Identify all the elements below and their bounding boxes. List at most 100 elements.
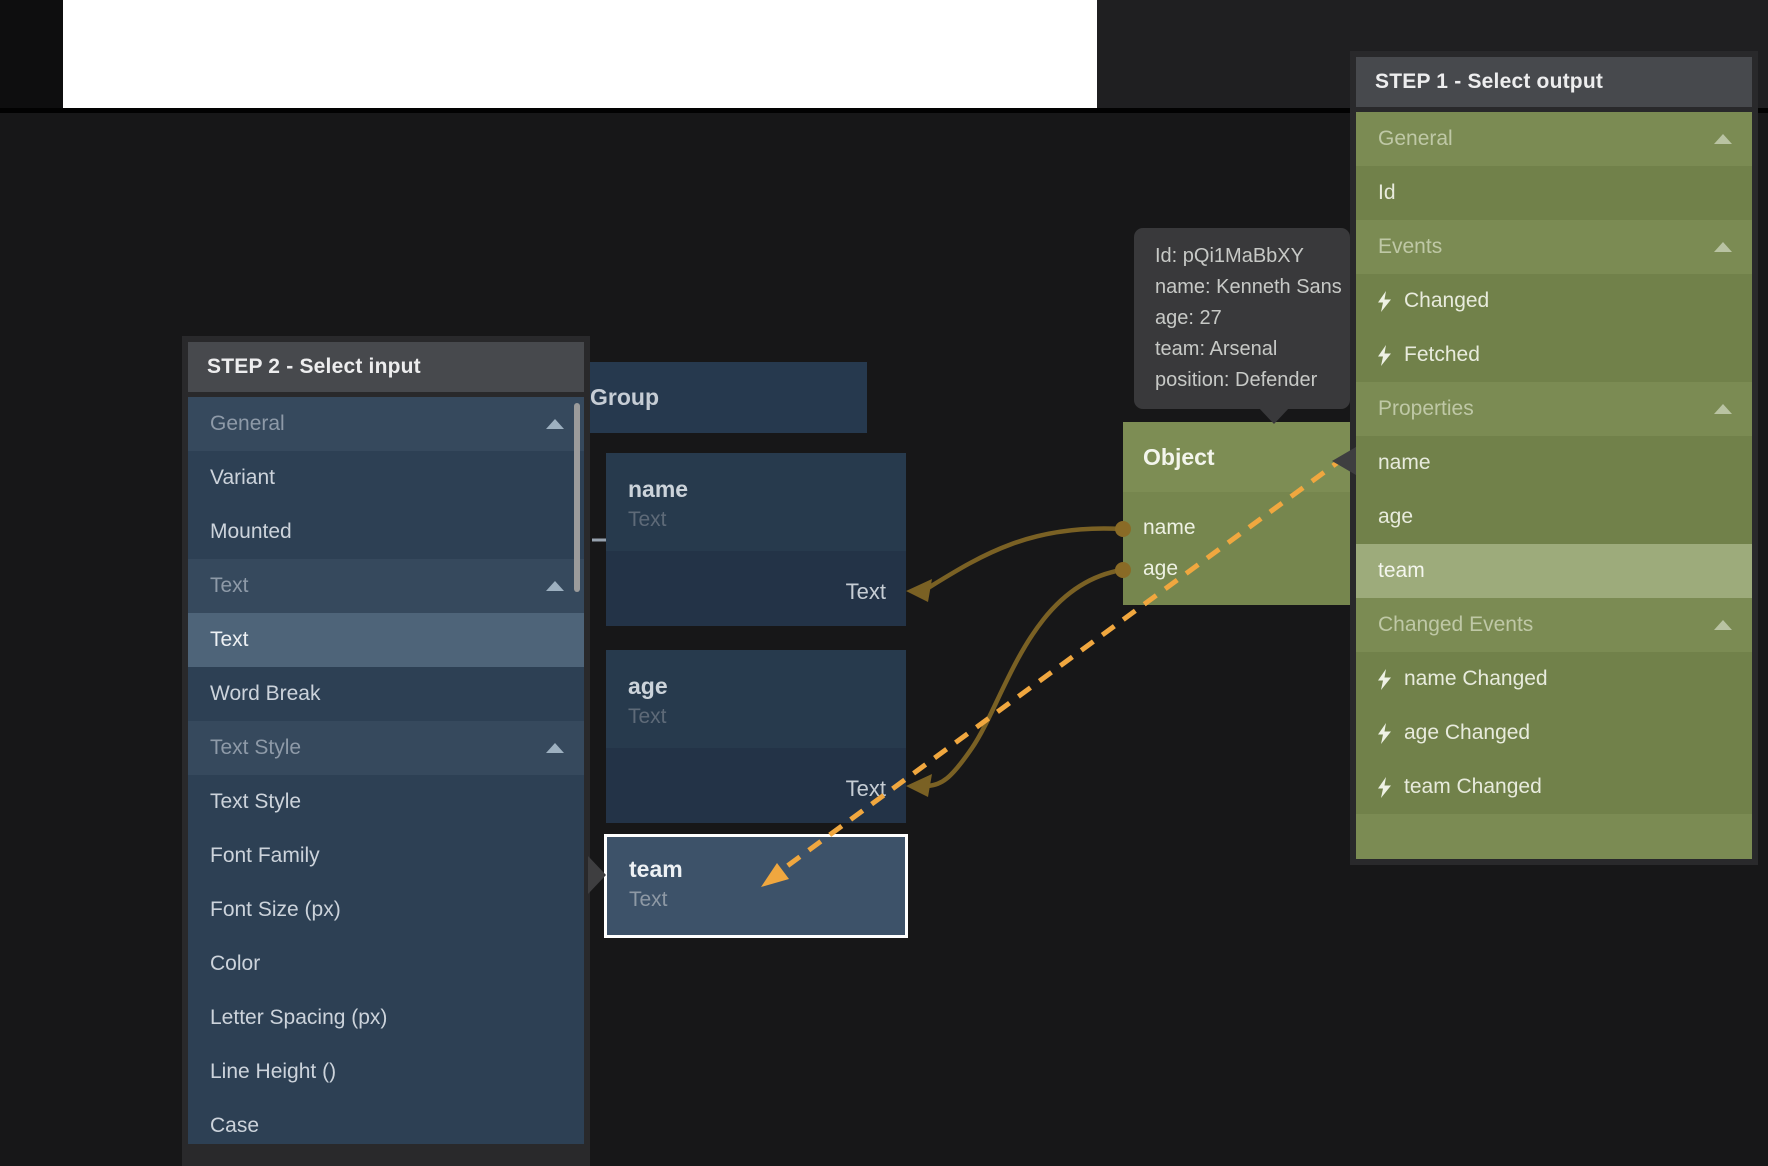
node-name-text-header: name Text — [606, 453, 906, 551]
node-age-text-input-label[interactable]: Text — [845, 776, 886, 801]
step1-option-name-changed[interactable]: name Changed — [1356, 652, 1752, 706]
top-left-strip — [0, 0, 63, 108]
step2-option-font-size-px[interactable]: Font Size (px) — [188, 883, 584, 937]
chevron-up-icon[interactable] — [1714, 620, 1732, 630]
object-port-name-dot[interactable] — [1115, 521, 1131, 537]
step1-item-label: Events — [1378, 235, 1443, 258]
step1-option-changed[interactable]: Changed — [1356, 274, 1752, 328]
step1-panel-title: STEP 1 - Select output — [1356, 57, 1752, 107]
lightning-icon — [1378, 344, 1391, 366]
step1-item-label: Changed Events — [1378, 613, 1534, 636]
step1-item-label: name — [1378, 451, 1431, 474]
node-team-text-type: Text — [629, 888, 668, 911]
node-age-text-header: age Text — [606, 650, 906, 748]
step1-option-age[interactable]: age — [1356, 490, 1752, 544]
step1-item-label: team Changed — [1404, 775, 1542, 798]
step1-item-label: age Changed — [1404, 721, 1531, 744]
step1-item-label: Id — [1378, 181, 1396, 204]
node-name-text-type: Text — [628, 508, 667, 531]
step2-option-word-break[interactable]: Word Break — [188, 667, 584, 721]
step2-item-label: Text Style — [210, 736, 302, 759]
step2-item-label: Font Family — [210, 844, 320, 867]
step2-section-text-style[interactable]: Text Style — [188, 721, 584, 775]
step2-item-label: Text Style — [210, 790, 302, 813]
preview-canvas — [63, 0, 1097, 108]
node-object[interactable]: Object name age — [1123, 422, 1352, 605]
step2-section-general[interactable]: General — [188, 397, 584, 451]
wire-object-name-to-name-node[interactable] — [926, 526, 1123, 590]
step1-item-label: name Changed — [1404, 667, 1548, 690]
step2-item-label: Text — [210, 628, 249, 651]
step1-option-id[interactable]: Id — [1356, 166, 1752, 220]
step2-option-text[interactable]: Text — [188, 613, 584, 667]
step1-option-name[interactable]: name — [1356, 436, 1752, 490]
step2-panel-pointer-icon — [588, 856, 606, 894]
tooltip-pointer-icon — [1258, 407, 1290, 424]
node-age-text[interactable]: age Text Text — [606, 650, 906, 823]
step2-panel-title: STEP 2 - Select input — [188, 342, 584, 392]
step2-option-text-style[interactable]: Text Style — [188, 775, 584, 829]
object-port-name-label[interactable]: name — [1143, 516, 1196, 539]
step2-option-line-height[interactable]: Line Height () — [188, 1045, 584, 1099]
step1-option-fetched[interactable]: Fetched — [1356, 328, 1752, 382]
step2-section-text[interactable]: Text — [188, 559, 584, 613]
chevron-up-icon[interactable] — [546, 419, 564, 429]
step1-item-label: Properties — [1378, 397, 1474, 420]
step1-item-label: team — [1378, 559, 1425, 582]
object-port-age-dot[interactable] — [1115, 562, 1131, 578]
wire-age-arrowhead-icon — [906, 774, 932, 797]
object-data-tooltip: Id: pQi1MaBbXY name: Kenneth Sans age: 2… — [1134, 228, 1350, 409]
step2-option-color[interactable]: Color — [188, 937, 584, 991]
step2-item-label: Line Height () — [210, 1060, 337, 1083]
step2-option-variant[interactable]: Variant — [188, 451, 584, 505]
wire-name-arrowhead-icon — [906, 579, 932, 602]
node-age-text-title: age — [628, 673, 668, 699]
step1-item-label: age — [1378, 505, 1414, 528]
node-team-text-title: team — [629, 856, 683, 882]
step2-option-case[interactable]: Case — [188, 1099, 584, 1144]
lightning-icon — [1378, 776, 1391, 798]
step2-item-label: Mounted — [210, 520, 292, 543]
step2-option-list: General Variant Mounted Text Text Word Break T… — [188, 397, 584, 1144]
tooltip-id-line: Id: pQi1MaBbXY — [1155, 245, 1304, 267]
step2-item-label: Word Break — [210, 682, 321, 705]
step1-item-label: Fetched — [1404, 343, 1480, 366]
step2-item-label: Case — [210, 1114, 260, 1137]
step2-option-mounted[interactable]: Mounted — [188, 505, 584, 559]
chevron-up-icon[interactable] — [1714, 404, 1732, 414]
chevron-up-icon[interactable] — [1714, 134, 1732, 144]
step2-item-label: Font Size (px) — [210, 898, 341, 921]
node-name-text[interactable]: name Text Text — [606, 453, 906, 626]
tooltip-position-line: position: Defender — [1155, 369, 1318, 391]
step1-section-events[interactable]: Events — [1356, 220, 1752, 274]
node-group-title: Group — [590, 384, 659, 410]
step1-option-list: General Id Events Changed Fetched Properties n… — [1356, 112, 1752, 859]
step1-item-label: Changed — [1404, 289, 1490, 312]
step2-item-label: Variant — [210, 466, 275, 489]
step1-option-age-changed[interactable]: age Changed — [1356, 706, 1752, 760]
step2-option-letter-spacing-px[interactable]: Letter Spacing (px) — [188, 991, 584, 1045]
step2-select-input-panel: STEP 2 - Select input General Variant Moun… — [182, 336, 590, 1166]
node-team-text[interactable]: team Text — [604, 834, 908, 938]
chevron-up-icon[interactable] — [546, 743, 564, 753]
chevron-up-icon[interactable] — [1714, 242, 1732, 252]
lightning-icon — [1378, 290, 1391, 312]
node-group[interactable]: Group — [560, 362, 867, 433]
object-port-age-label[interactable]: age — [1143, 557, 1179, 580]
node-age-text-type: Text — [628, 705, 667, 728]
tooltip-team-line: team: Arsenal — [1155, 338, 1278, 360]
step1-option-team[interactable]: team — [1356, 544, 1752, 598]
step2-item-label: Letter Spacing (px) — [210, 1006, 388, 1029]
wire-object-age-to-age-node[interactable] — [927, 567, 1123, 789]
step2-option-font-family[interactable]: Font Family — [188, 829, 584, 883]
step2-item-label: General — [210, 412, 285, 435]
step1-section-properties[interactable]: Properties — [1356, 382, 1752, 436]
step2-scrollbar[interactable] — [574, 403, 580, 592]
node-object-title: Object — [1143, 443, 1215, 470]
lightning-icon — [1378, 668, 1391, 690]
step1-option-team-changed[interactable]: team Changed — [1356, 760, 1752, 814]
node-name-text-input-label[interactable]: Text — [845, 579, 886, 604]
step1-section-general[interactable]: General — [1356, 112, 1752, 166]
step1-section-changed-events[interactable]: Changed Events — [1356, 598, 1752, 652]
chevron-up-icon[interactable] — [546, 581, 564, 591]
